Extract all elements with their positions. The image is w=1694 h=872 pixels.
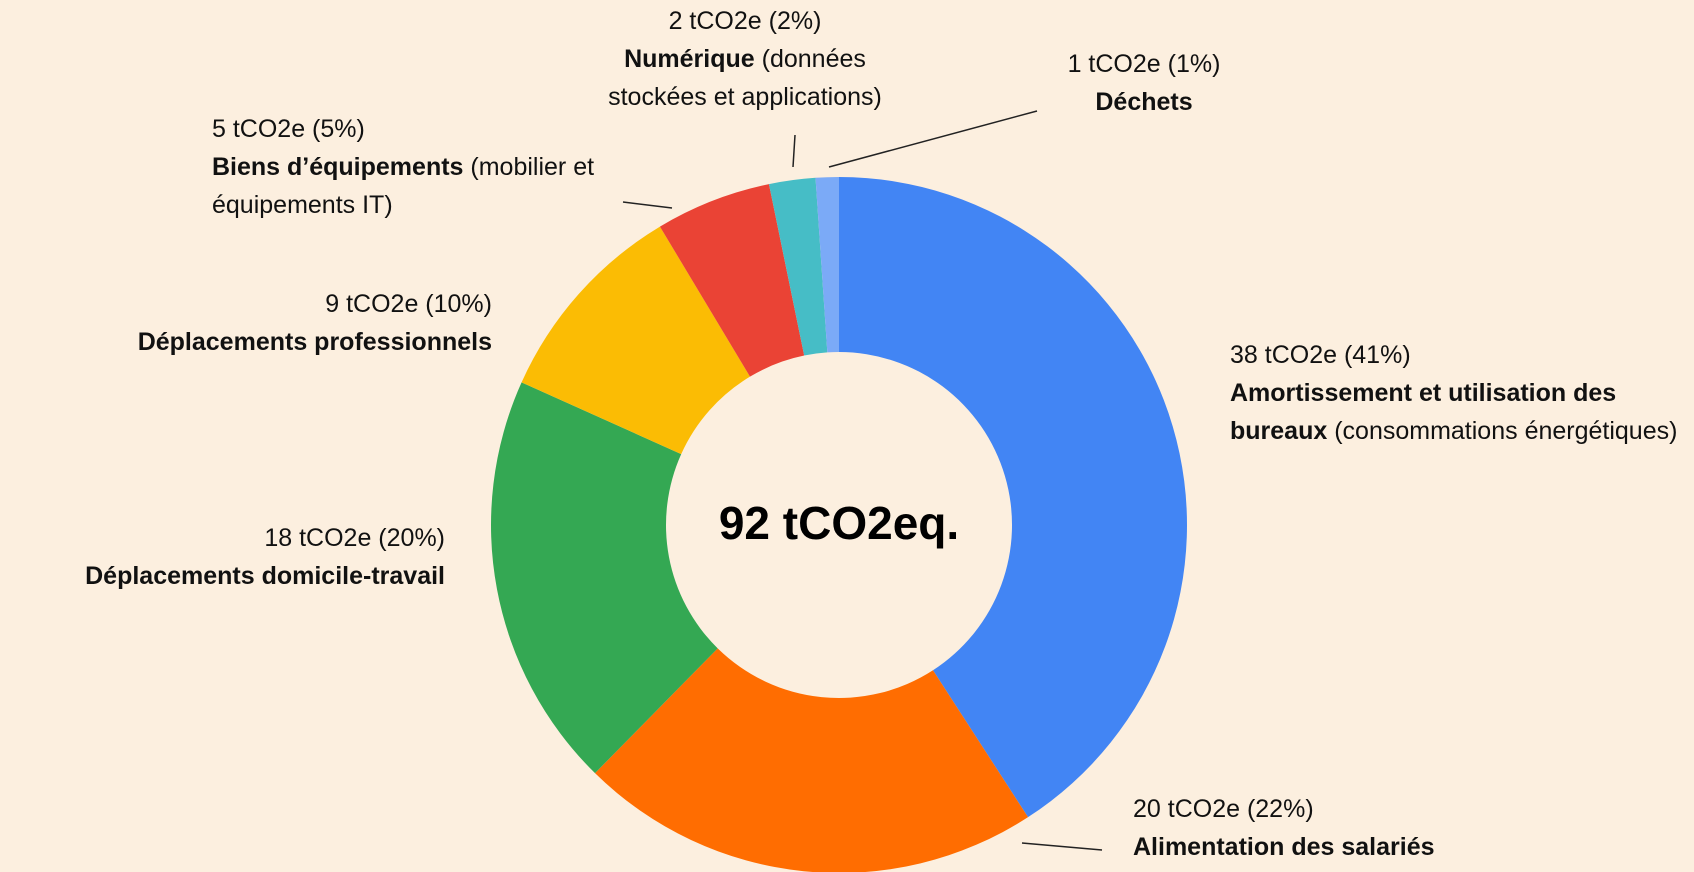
donut-slice (595, 648, 1029, 872)
category-name: Alimentation des salariés (1133, 833, 1435, 861)
category-name: Déchets (1095, 88, 1193, 116)
slice-label: 20 tCO2e (22%) Alimentation des salariés (1133, 790, 1653, 866)
category-line: Biens d’équipements (mobilier et équipem… (212, 148, 682, 224)
center-label: 92 tCO2eq. (719, 497, 959, 549)
value-label: 1 tCO2e (1%) (1067, 50, 1221, 78)
category-name: Numérique (624, 45, 755, 73)
leader-line (622, 201, 673, 209)
donut-slice (839, 177, 1187, 818)
category-description: (données stockées et applications) (608, 45, 882, 111)
category-name: Biens d’équipements (212, 153, 464, 181)
category-line: Amortissement et utilisation des bureaux… (1230, 374, 1690, 450)
donut-slice (768, 177, 828, 356)
category-line: Déplacements domicile-travail (0, 557, 445, 595)
slice-label: 9 tCO2e (10%) Déplacements professionnels (32, 285, 492, 361)
category-line: Alimentation des salariés (1133, 828, 1653, 866)
value-label: 18 tCO2e (20%) (264, 524, 445, 552)
slice-label: 2 tCO2e (2%) Numérique (données stockées … (585, 2, 905, 116)
donut-slice (815, 177, 839, 353)
category-description: (mobilier et équipements IT) (212, 153, 595, 219)
category-line: Numérique (données stockées et applicati… (585, 40, 905, 116)
donut-slice (521, 226, 750, 455)
value-label: 5 tCO2e (5%) (212, 115, 365, 143)
value-label: 20 tCO2e (22%) (1133, 795, 1314, 823)
leader-line (792, 134, 796, 168)
value-label: 9 tCO2e (10%) (325, 290, 492, 318)
category-description: (consommations énergétiques) (1334, 417, 1678, 445)
leader-line (828, 110, 1038, 168)
category-line: Déchets (1004, 83, 1284, 121)
slice-label: 38 tCO2e (41%) Amortissement et utilisati… (1230, 336, 1690, 450)
donut-slice (659, 184, 805, 377)
donut-slice (491, 382, 718, 774)
category-name: Déplacements domicile-travail (85, 562, 445, 590)
category-name: Amortissement et utilisation des bureaux (1230, 379, 1617, 445)
slice-label: 5 tCO2e (5%) Biens d’équipements (mobilie… (212, 110, 682, 224)
leader-line (1021, 842, 1103, 851)
slice-label: 18 tCO2e (20%) Déplacements domicile-trav… (0, 519, 445, 595)
value-label: 2 tCO2e (2%) (668, 7, 822, 35)
category-name: Déplacements professionnels (137, 328, 492, 356)
value-label: 38 tCO2e (41%) (1230, 341, 1411, 369)
slice-label: 1 tCO2e (1%) Déchets (1004, 45, 1284, 121)
category-line: Déplacements professionnels (32, 323, 492, 361)
